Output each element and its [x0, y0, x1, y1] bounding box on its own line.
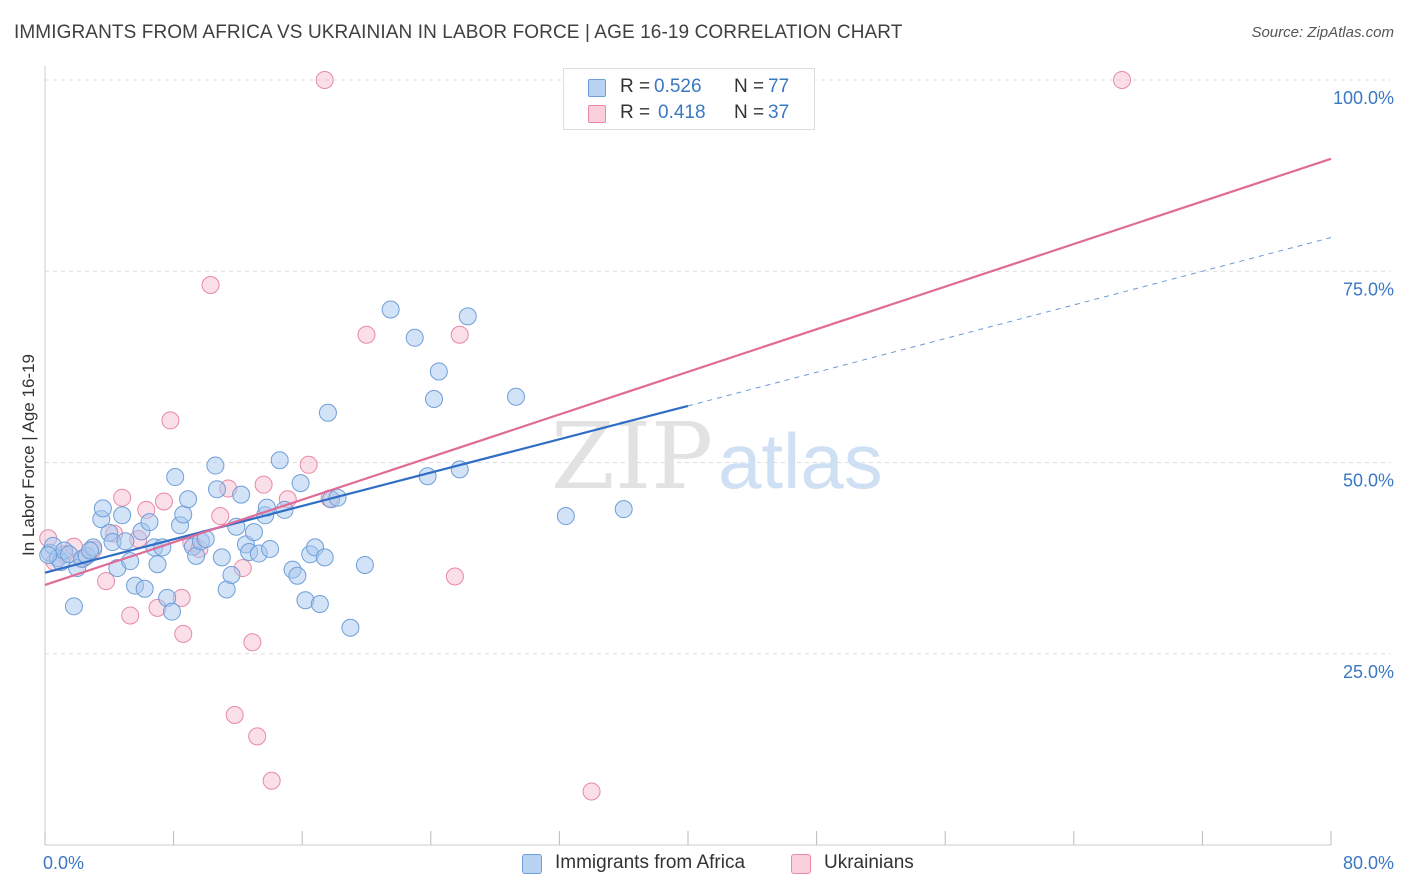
africa-point [310, 595, 329, 614]
bottom-legend-label: Immigrants from Africa [555, 852, 746, 873]
ukrainians-point [174, 624, 193, 643]
ukrainians-point [248, 727, 267, 746]
y-tick-label: 25.0% [1343, 662, 1394, 682]
ukrainians-point [299, 455, 318, 474]
ukrainians-point [450, 325, 469, 344]
ukrainians-point [97, 572, 116, 591]
bottom-legend-label: Ukrainians [824, 852, 914, 873]
ukrainians-point [315, 71, 334, 89]
africa-point [418, 467, 437, 486]
africa-point [113, 506, 132, 525]
ukrainians-point [1113, 71, 1132, 89]
africa-point [166, 468, 185, 487]
africa-point [135, 579, 154, 598]
tick-labels: 25.0% 50.0% 75.0% 100.0% 0.0% 80.0% [43, 88, 1394, 873]
x-tick-label: 0.0% [43, 853, 84, 873]
trend-lines [44, 157, 1332, 586]
africa-trend-extension [687, 237, 1332, 407]
africa-point [261, 539, 280, 558]
africa-point [148, 555, 167, 574]
watermark-atlas: atlas [718, 417, 883, 505]
africa-point [140, 513, 159, 532]
y-axis-label: In Labor Force | Age 16-19 [19, 354, 38, 556]
legend-r-label: R = [620, 76, 651, 97]
africa-point [315, 548, 334, 567]
ukrainians-point [121, 606, 140, 625]
africa-point [405, 328, 424, 347]
africa-point [93, 499, 112, 518]
ukrainians-point [445, 567, 464, 586]
africa-trend-line [44, 404, 689, 574]
africa-point [318, 403, 337, 422]
legend-r-value: 0.526 [654, 76, 702, 97]
y-tick-label: 75.0% [1343, 279, 1394, 299]
bottom-legend-swatch-pink [791, 854, 811, 874]
legend-r-label: R = [620, 102, 651, 123]
x-tick-label: 80.0% [1343, 853, 1394, 873]
ukrainians-point [243, 633, 262, 652]
africa-point [270, 451, 289, 470]
ukrainians-point [161, 411, 180, 430]
africa-point [162, 602, 181, 621]
africa-point [506, 387, 525, 406]
africa-point [116, 532, 135, 551]
chart-source: Source: ZipAtlas.com [1251, 24, 1394, 41]
watermark: ZIP atlas [551, 403, 883, 510]
africa-point [208, 480, 227, 499]
legend-swatch-pink [588, 105, 606, 123]
ukrainians-point [154, 492, 173, 511]
ukrainians-trend-line [44, 157, 1332, 586]
africa-point [288, 566, 307, 585]
stats-legend: R = 0.526 N = 77 R = 0.418 N = 37 [563, 68, 815, 130]
africa-points [39, 300, 633, 637]
gridlines [45, 79, 1391, 655]
africa-point [39, 546, 58, 565]
legend-n-value: 37 [768, 102, 790, 123]
ukrainians-point [225, 705, 244, 724]
africa-point [425, 390, 444, 409]
africa-point [429, 362, 448, 381]
ukrainians-point [582, 782, 601, 801]
ukrainians-point [113, 488, 132, 507]
axes [44, 66, 1332, 846]
legend-n-value: 77 [768, 76, 790, 97]
africa-point [291, 474, 310, 493]
africa-point [458, 307, 477, 326]
chart-title: IMMIGRANTS FROM AFRICA VS UKRAINIAN IN L… [14, 22, 903, 43]
africa-point [244, 523, 263, 542]
y-tick-label: 100.0% [1333, 88, 1394, 108]
legend-r-value: 0.418 [658, 102, 706, 123]
ukrainians-point [254, 475, 273, 494]
africa-point [174, 505, 193, 524]
africa-point [232, 485, 251, 504]
legend-n-label: N = [734, 102, 765, 123]
legend-n-label: N = [734, 76, 765, 97]
watermark-zip: ZIP [551, 403, 713, 510]
africa-point [81, 541, 100, 560]
africa-point [381, 300, 400, 319]
africa-point [179, 490, 198, 509]
africa-point [556, 507, 575, 526]
africa-point [64, 597, 83, 616]
africa-point [212, 548, 231, 567]
legend-swatch-blue [588, 79, 606, 97]
africa-point [222, 565, 241, 584]
ukrainians-point [357, 325, 376, 344]
africa-point [614, 500, 633, 519]
y-tick-label: 50.0% [1343, 471, 1394, 491]
africa-point [341, 618, 360, 637]
ukrainians-point [211, 507, 230, 526]
bottom-legend-swatch-blue [522, 854, 542, 874]
africa-point [206, 456, 225, 475]
ukrainians-point [262, 771, 281, 790]
ukrainians-point [201, 276, 220, 295]
africa-point [355, 556, 374, 575]
